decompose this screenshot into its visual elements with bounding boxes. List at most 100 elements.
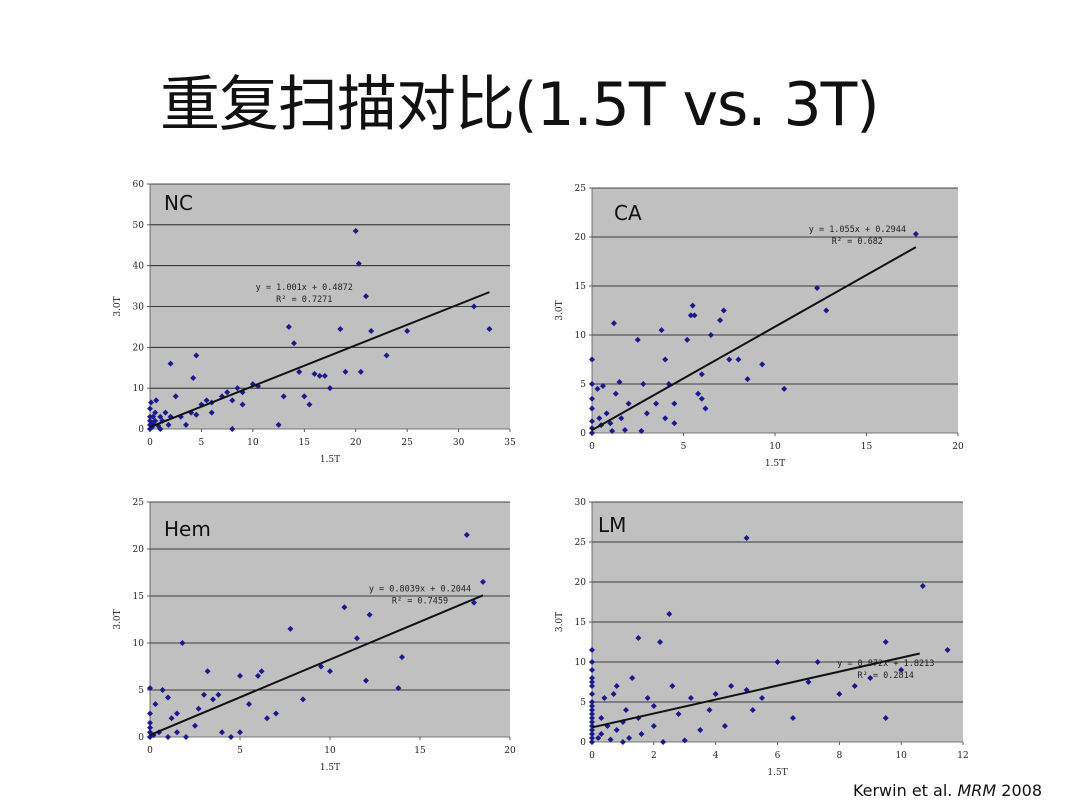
data-point bbox=[471, 599, 477, 606]
y-axis-label: 3.0T bbox=[555, 612, 565, 632]
data-point bbox=[635, 635, 642, 641]
x-axis-label: 1.5T bbox=[765, 459, 785, 469]
data-point bbox=[172, 393, 179, 400]
data-point bbox=[341, 604, 348, 611]
x-tick-label: 15 bbox=[299, 438, 311, 448]
data-point bbox=[354, 635, 360, 642]
data-point bbox=[168, 715, 175, 722]
data-point bbox=[174, 729, 180, 736]
data-point bbox=[167, 360, 174, 367]
data-point bbox=[644, 695, 651, 701]
data-point bbox=[179, 640, 186, 646]
data-point bbox=[643, 410, 650, 417]
data-point bbox=[589, 356, 595, 363]
data-point bbox=[589, 711, 595, 717]
data-point bbox=[689, 302, 696, 309]
x-tick-label: 5 bbox=[681, 442, 687, 452]
data-point bbox=[237, 729, 243, 736]
y-tick-label: 0 bbox=[138, 425, 144, 435]
data-point bbox=[698, 371, 705, 378]
data-point bbox=[165, 734, 171, 740]
data-point bbox=[823, 307, 830, 314]
data-point bbox=[193, 411, 200, 418]
y-tick-label: 60 bbox=[133, 180, 145, 190]
data-point bbox=[735, 356, 742, 363]
y-tick-label: 25 bbox=[575, 538, 587, 548]
data-point bbox=[657, 639, 664, 645]
data-point bbox=[589, 683, 595, 689]
data-point bbox=[165, 421, 172, 428]
x-tick-label: 20 bbox=[952, 442, 964, 452]
data-point bbox=[357, 368, 364, 375]
data-point bbox=[882, 639, 889, 645]
slide-title: 重复扫描对比(1.5T vs. 3T) bbox=[160, 70, 880, 140]
data-point bbox=[589, 731, 595, 737]
data-point bbox=[728, 683, 735, 689]
trendline bbox=[149, 291, 490, 428]
data-point bbox=[285, 323, 292, 330]
trendline bbox=[591, 246, 917, 431]
data-point bbox=[609, 428, 616, 435]
x-tick-label: 0 bbox=[147, 438, 153, 448]
data-point bbox=[287, 625, 294, 632]
r-squared-label: R² = 0.7459 bbox=[392, 596, 448, 606]
data-point bbox=[275, 421, 282, 428]
data-point bbox=[219, 729, 225, 736]
x-tick-label: 5 bbox=[199, 438, 205, 448]
data-point bbox=[898, 667, 905, 673]
data-point bbox=[707, 332, 714, 338]
data-point bbox=[744, 376, 751, 383]
data-point bbox=[395, 685, 402, 692]
data-point bbox=[658, 327, 665, 334]
data-point bbox=[589, 418, 595, 425]
ca-scatter-chart: 0 5 10 15 20 25 0 5 10 15 20 1.5T 3.0T y = 1.055x + 0… bbox=[555, 184, 964, 469]
data-point bbox=[190, 374, 197, 381]
data-point bbox=[660, 739, 667, 745]
data-point bbox=[613, 727, 620, 733]
data-point bbox=[363, 293, 369, 300]
data-point bbox=[596, 415, 603, 422]
data-point bbox=[404, 328, 411, 334]
x-axis-label: 1.5T bbox=[320, 763, 340, 773]
data-point bbox=[399, 654, 405, 661]
data-point bbox=[589, 707, 595, 713]
nc-scatter-chart: 0 10 20 30 40 50 60 0 5 10 15 20 25 30 35 1.5T 3.0T y = 1… bbox=[113, 180, 516, 465]
data-point bbox=[671, 420, 678, 427]
y-tick-label: 10 bbox=[133, 384, 145, 394]
x-tick-label: 0 bbox=[589, 442, 595, 452]
data-point bbox=[697, 727, 704, 733]
data-point bbox=[148, 399, 155, 406]
data-point bbox=[598, 731, 605, 737]
x-tick-label: 10 bbox=[895, 751, 907, 761]
data-point bbox=[229, 426, 236, 432]
data-point bbox=[814, 284, 821, 291]
data-point bbox=[192, 722, 198, 729]
data-point bbox=[789, 715, 796, 721]
data-point bbox=[147, 405, 153, 412]
data-point bbox=[311, 370, 318, 377]
y-tick-label: 5 bbox=[580, 380, 586, 390]
y-tick-label: 20 bbox=[133, 545, 145, 555]
trendline-equation: y = 0.8039x + 0.2044 bbox=[369, 584, 471, 594]
panel-label: CA bbox=[614, 201, 642, 225]
data-point bbox=[471, 303, 477, 310]
data-point bbox=[486, 325, 493, 332]
data-point bbox=[625, 400, 632, 407]
data-point bbox=[721, 723, 728, 729]
data-point bbox=[851, 683, 858, 689]
data-point bbox=[749, 707, 756, 713]
data-point bbox=[327, 385, 333, 392]
data-point bbox=[296, 368, 303, 375]
data-point bbox=[589, 430, 595, 436]
data-point bbox=[613, 683, 620, 689]
hem-scatter-chart: 0 5 10 15 20 25 0 5 10 15 20 1.5T 3.0T y = 0.8039x + … bbox=[113, 498, 516, 773]
y-tick-label: 0 bbox=[580, 738, 586, 748]
x-tick-label: 15 bbox=[414, 746, 426, 756]
panel-label: NC bbox=[164, 191, 193, 215]
data-point bbox=[814, 659, 821, 665]
y-tick-label: 20 bbox=[575, 578, 587, 588]
data-point bbox=[912, 231, 919, 238]
data-point bbox=[301, 393, 308, 400]
x-axis-label: 1.5T bbox=[320, 455, 340, 465]
y-tick-label: 20 bbox=[133, 343, 145, 353]
